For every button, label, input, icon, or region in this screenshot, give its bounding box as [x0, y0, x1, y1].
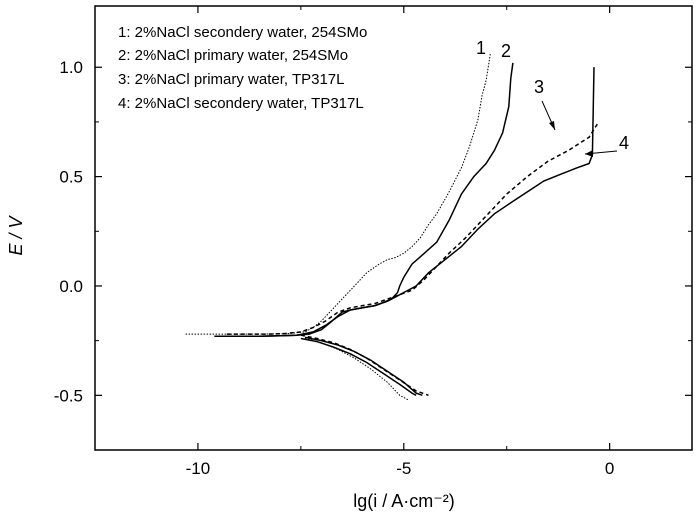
- series-line-4-cathodic: [300, 337, 417, 396]
- y-axis-title: E / V: [6, 214, 26, 255]
- x-tick-label: 0: [605, 459, 614, 478]
- legend-entry-2: 2: 2%NaCl primary water, 254SMo: [118, 47, 348, 64]
- y-tick-label: 0.5: [59, 168, 83, 187]
- curve-labels: 1 2 3 4: [476, 38, 629, 157]
- curve-3-arrowhead: [549, 121, 555, 130]
- series-line-3-cathodic: [300, 334, 429, 397]
- series-line-2-cathodic: [304, 336, 423, 397]
- legend-entry-1: 1: 2%NaCl secondery water, 254SMo: [118, 24, 367, 41]
- legend-entry-4: 4: 2%NaCl secondery water, TP317L: [118, 95, 364, 112]
- y-tick-label: 0.0: [59, 277, 83, 296]
- curve-label-4: 4: [619, 133, 629, 153]
- curve-label-3: 3: [534, 77, 544, 97]
- legend: 1: 2%NaCl secondery water, 254SMo 2: 2%N…: [118, 24, 367, 112]
- y-tick-label: 1.0: [59, 58, 83, 77]
- y-tick-label: -0.5: [54, 386, 83, 405]
- series-line-1-cathodic: [304, 338, 409, 401]
- curve-4-arrowhead: [585, 150, 593, 157]
- series-line-3: [226, 123, 598, 335]
- curve-label-1: 1: [476, 38, 486, 58]
- series-line-2: [214, 62, 514, 338]
- x-axis-title: lg(i / A·cm⁻²): [353, 491, 455, 511]
- curve-label-2: 2: [501, 41, 511, 61]
- plot-frame: [94, 5, 693, 451]
- series-line-1: [185, 54, 491, 335]
- series-line-4: [214, 67, 595, 338]
- ticks: -10 -5 0 -0.5 0.0 0.5 1.0: [54, 6, 692, 478]
- x-tick-label: -10: [186, 459, 211, 478]
- x-tick-label: -5: [396, 459, 411, 478]
- legend-entry-3: 3: 2%NaCl primary water, TP317L: [118, 71, 345, 88]
- series-lines: [185, 54, 598, 401]
